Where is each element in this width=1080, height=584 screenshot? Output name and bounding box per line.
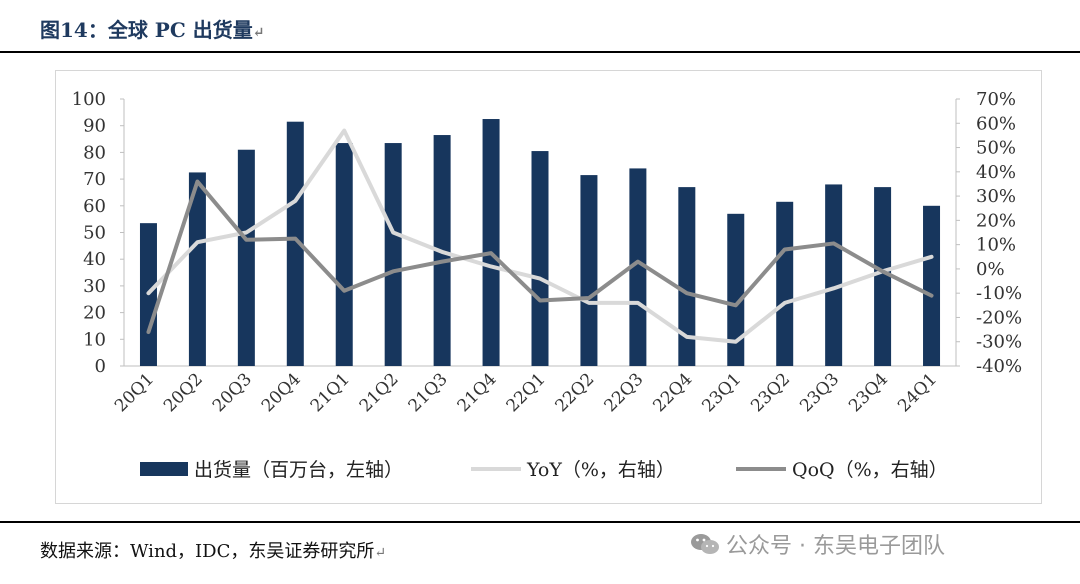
chart-frame: 0 10 20 30 40 50 60 70 80 90 100 -40% -30% -20% -10% 0%… (55, 70, 1042, 504)
bar (237, 149, 255, 366)
right-tick-label: -30% (976, 332, 1022, 353)
watermark-text: 公众号 · 东吴电子团队 (726, 534, 945, 559)
yoy-line (146, 128, 934, 344)
right-tick-label: 70% (976, 89, 1016, 110)
wechat-icon (691, 534, 719, 554)
return-mark: ↵ (252, 25, 265, 41)
bar (776, 201, 794, 366)
top-rule (0, 51, 1080, 53)
qoq-line (146, 179, 934, 335)
category-label: 20Q4 (258, 369, 305, 416)
category-label: 22Q1 (503, 369, 550, 416)
bar (335, 143, 353, 366)
category-label: 21Q2 (356, 369, 403, 416)
bar (678, 187, 696, 366)
category-label: 20Q3 (209, 369, 256, 416)
legend-label-bar: 出货量（百万台，左轴） (194, 459, 403, 481)
bar (923, 205, 941, 366)
right-tick-label: 60% (976, 113, 1016, 134)
left-tick-label: 30 (83, 276, 106, 297)
left-tick-label: 100 (72, 89, 106, 110)
category-label: 23Q1 (698, 369, 745, 416)
source-text: 数据来源：Wind，IDC，东吴证券研究所 (40, 541, 375, 562)
legend-label-yoy: YoY（%，右轴） (526, 459, 675, 481)
right-tick-label: 30% (976, 186, 1016, 207)
right-tick-label: -10% (976, 283, 1022, 304)
legend-label-qoq: QoQ（%，右轴） (792, 459, 948, 481)
left-tick-label: 90 (83, 116, 106, 137)
left-tick-label: 80 (83, 142, 106, 163)
figure-title-text: 图14：全球 PC 出货量 (40, 18, 253, 42)
source-note: 数据来源：Wind，IDC，东吴证券研究所↵ (40, 537, 386, 563)
left-tick-label: 40 (83, 249, 106, 270)
category-label: 22Q3 (600, 369, 647, 416)
category-label: 23Q2 (747, 369, 794, 416)
bar (384, 143, 402, 366)
bar (286, 121, 304, 366)
right-tick-label: 40% (976, 162, 1016, 183)
right-tick-label: 50% (976, 138, 1016, 159)
bar (531, 151, 549, 366)
figure-title: 图14：全球 PC 出货量↵ (40, 14, 264, 43)
category-label: 22Q2 (552, 369, 599, 416)
bar (629, 168, 647, 366)
bar (825, 184, 843, 366)
left-tick-label: 70 (83, 169, 106, 190)
return-mark: ↵ (374, 545, 387, 561)
right-tick-label: 20% (976, 210, 1016, 231)
chart: 0 10 20 30 40 50 60 70 80 90 100 -40% -30% -20% -10% 0%… (72, 89, 1022, 481)
bar (482, 119, 500, 367)
left-tick-label: 20 (83, 303, 106, 324)
left-tick-label: 10 (83, 329, 106, 350)
bar (188, 172, 206, 366)
category-label: 20Q1 (111, 369, 158, 416)
right-tick-label: 10% (976, 235, 1016, 256)
right-tick-label: -20% (976, 307, 1022, 328)
category-label: 21Q1 (307, 369, 354, 416)
category-label: 20Q2 (160, 369, 207, 416)
category-label: 21Q4 (454, 369, 501, 416)
legend-swatch-bar (140, 462, 188, 476)
bar (727, 213, 745, 366)
watermark: 公众号 · 东吴电子团队 (690, 528, 945, 560)
category-label: 24Q1 (894, 369, 941, 416)
right-tick-label: -40% (976, 356, 1022, 377)
left-tick-label: 0 (95, 356, 106, 377)
bar (874, 187, 892, 366)
category-label: 21Q3 (405, 369, 452, 416)
left-tick-label: 50 (83, 223, 106, 244)
left-tick-label: 60 (83, 196, 106, 217)
bar (580, 175, 598, 366)
category-label: 23Q4 (845, 369, 892, 416)
category-label: 22Q4 (649, 369, 696, 416)
category-label: 23Q3 (796, 369, 843, 416)
bottom-rule (0, 521, 1080, 523)
right-tick-label: 0% (976, 259, 1005, 280)
